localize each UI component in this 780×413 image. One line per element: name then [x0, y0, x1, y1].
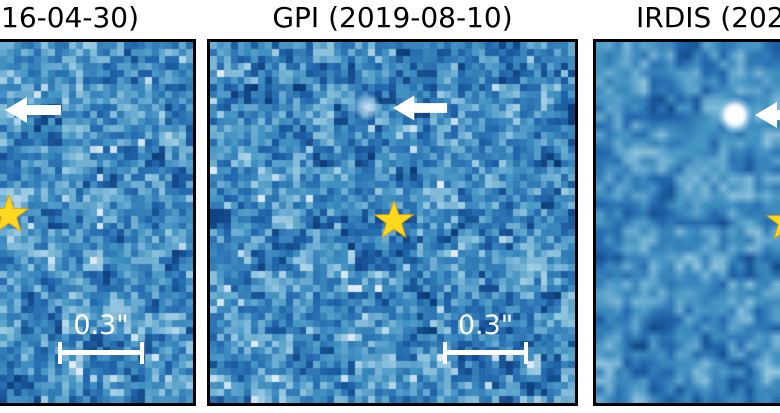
- scale-bar: 0.3": [58, 312, 144, 364]
- scale-bar-rule: [58, 350, 144, 355]
- panel-title-right: IRDIS (202: [636, 1, 780, 34]
- star-marker-icon: [0, 194, 30, 233]
- bright-point-source: [717, 97, 753, 133]
- image-panel-right: [593, 39, 780, 406]
- noise-map-right: [596, 42, 780, 403]
- left-arrow-icon: [393, 95, 448, 121]
- scale-bar-label: 0.3": [73, 310, 129, 341]
- left-arrow-icon: [5, 97, 61, 123]
- star-marker-icon: [373, 200, 415, 239]
- image-panel-left: 0.3": [0, 39, 196, 406]
- left-arrow-icon-partial: [755, 102, 780, 128]
- scale-bar: 0.3": [443, 312, 528, 364]
- noise-map-left: [0, 42, 193, 403]
- scale-bar-rule: [443, 350, 528, 355]
- scale-bar-label: 0.3": [457, 310, 514, 341]
- star-marker-icon-partial: [765, 215, 780, 240]
- point-source-blob: [353, 93, 381, 121]
- panel-title-middle: GPI (2019-08-10): [272, 1, 513, 34]
- scale-bar-line: [58, 342, 144, 364]
- scale-bar-line: [443, 342, 528, 364]
- panel-title-left: 16-04-30): [1, 1, 140, 34]
- image-panel-middle: 0.3": [207, 39, 578, 406]
